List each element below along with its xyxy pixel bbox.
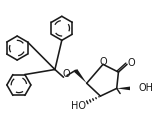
Polygon shape [117,86,130,90]
Text: O: O [128,58,135,68]
Text: HO: HO [71,101,86,111]
Text: OH: OH [138,83,152,93]
Text: O: O [62,69,70,79]
Polygon shape [74,69,87,83]
Text: O: O [99,57,107,67]
